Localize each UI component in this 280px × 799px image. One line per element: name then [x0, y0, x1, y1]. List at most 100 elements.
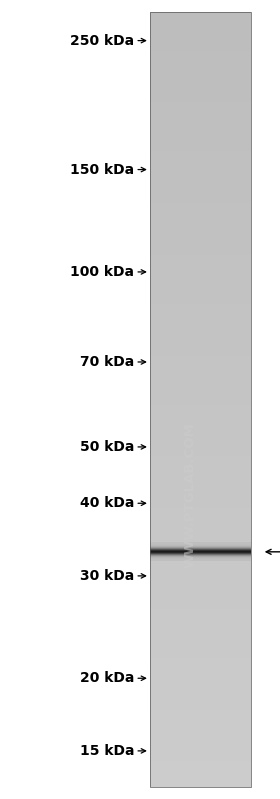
- Bar: [150, 366, 251, 368]
- Bar: [150, 735, 251, 738]
- Bar: [150, 85, 251, 87]
- Bar: [150, 598, 251, 601]
- Bar: [150, 332, 251, 335]
- Bar: [150, 100, 251, 102]
- Bar: [150, 743, 251, 745]
- Bar: [150, 87, 251, 89]
- Bar: [150, 410, 251, 412]
- Bar: [150, 242, 251, 244]
- Bar: [150, 542, 251, 544]
- Bar: [150, 650, 251, 653]
- Bar: [150, 583, 251, 586]
- Bar: [150, 686, 251, 689]
- Bar: [150, 387, 251, 389]
- Text: 100 kDa: 100 kDa: [70, 265, 134, 279]
- Bar: [150, 340, 251, 343]
- Bar: [150, 738, 251, 741]
- Bar: [150, 61, 251, 64]
- Bar: [150, 567, 251, 570]
- Bar: [150, 131, 251, 133]
- Bar: [150, 557, 251, 559]
- Bar: [150, 521, 251, 523]
- Bar: [150, 182, 251, 185]
- Bar: [150, 374, 251, 376]
- Bar: [150, 58, 251, 61]
- Bar: [150, 232, 251, 234]
- Bar: [150, 392, 251, 395]
- Bar: [150, 27, 251, 30]
- Bar: [150, 451, 251, 454]
- Bar: [150, 728, 251, 730]
- Bar: [150, 718, 251, 720]
- Text: 150 kDa: 150 kDa: [70, 162, 134, 177]
- Bar: [150, 511, 251, 513]
- Bar: [150, 619, 251, 622]
- Bar: [150, 774, 251, 777]
- Bar: [150, 198, 251, 201]
- Bar: [150, 128, 251, 131]
- Bar: [150, 467, 251, 469]
- Bar: [150, 177, 251, 180]
- Bar: [150, 614, 251, 617]
- Bar: [150, 400, 251, 402]
- Bar: [150, 397, 251, 400]
- Bar: [150, 343, 251, 345]
- Bar: [150, 404, 251, 407]
- Bar: [150, 637, 251, 640]
- Bar: [150, 152, 251, 154]
- Bar: [150, 694, 251, 697]
- Bar: [150, 655, 251, 658]
- Bar: [150, 123, 251, 125]
- Bar: [150, 516, 251, 519]
- Bar: [150, 240, 251, 242]
- Bar: [150, 381, 251, 384]
- Bar: [150, 475, 251, 477]
- Bar: [150, 519, 251, 521]
- Bar: [150, 172, 251, 175]
- Bar: [150, 624, 251, 627]
- Bar: [150, 503, 251, 506]
- Bar: [150, 389, 251, 392]
- Bar: [150, 162, 251, 165]
- Bar: [150, 552, 251, 555]
- Bar: [150, 66, 251, 69]
- Bar: [150, 255, 251, 257]
- Bar: [150, 477, 251, 479]
- Bar: [150, 175, 251, 177]
- Bar: [150, 446, 251, 448]
- Bar: [150, 661, 251, 663]
- Bar: [150, 69, 251, 71]
- Bar: [150, 681, 251, 684]
- Bar: [150, 193, 251, 196]
- Bar: [150, 268, 251, 270]
- Bar: [150, 609, 251, 611]
- Bar: [150, 663, 251, 666]
- Bar: [150, 353, 251, 356]
- Bar: [150, 412, 251, 415]
- Bar: [150, 113, 251, 115]
- Bar: [150, 513, 251, 516]
- Bar: [150, 286, 251, 288]
- Bar: [150, 472, 251, 475]
- Bar: [150, 188, 251, 190]
- Bar: [150, 209, 251, 211]
- Bar: [150, 593, 251, 596]
- Bar: [150, 531, 251, 534]
- Bar: [150, 159, 251, 162]
- Bar: [150, 707, 251, 710]
- Bar: [150, 402, 251, 404]
- Bar: [150, 495, 251, 498]
- Bar: [150, 575, 251, 578]
- Bar: [150, 508, 251, 511]
- Bar: [150, 384, 251, 387]
- Bar: [150, 265, 251, 268]
- Bar: [150, 229, 251, 232]
- Bar: [150, 702, 251, 705]
- Bar: [150, 33, 251, 35]
- Bar: [150, 712, 251, 714]
- Bar: [150, 622, 251, 624]
- Bar: [150, 500, 251, 503]
- Bar: [150, 211, 251, 213]
- Bar: [150, 630, 251, 632]
- Bar: [150, 213, 251, 216]
